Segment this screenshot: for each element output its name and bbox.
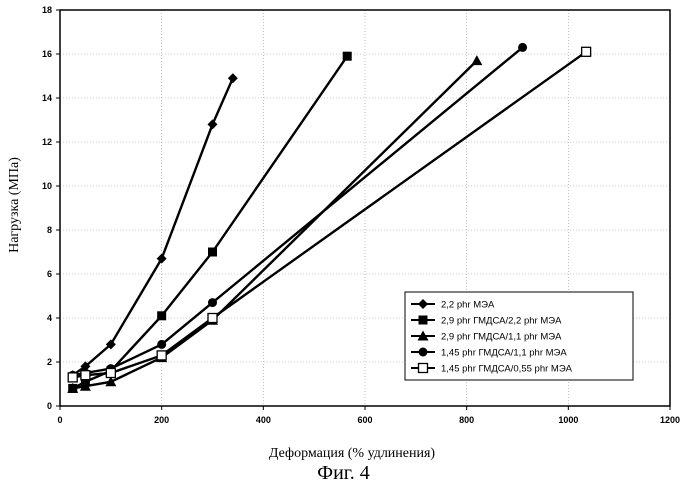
data-point xyxy=(471,55,482,65)
y-tick-label: 18 xyxy=(42,5,52,15)
data-point xyxy=(157,311,166,320)
y-tick-label: 12 xyxy=(42,137,52,147)
data-point xyxy=(68,373,77,382)
legend-marker xyxy=(419,316,428,325)
x-tick-label: 400 xyxy=(256,415,271,425)
legend-label: 2,9 phr ГМДСА/2,2 phr МЭА xyxy=(441,316,562,327)
legend-label: 1,45 phr ГМДСА/1,1 phr МЭА xyxy=(441,348,567,359)
data-point xyxy=(208,298,217,307)
x-tick-label: 800 xyxy=(459,415,474,425)
series-1 xyxy=(68,73,238,380)
y-tick-label: 6 xyxy=(47,269,52,279)
y-tick-label: 8 xyxy=(47,225,52,235)
data-point xyxy=(157,340,166,349)
data-point xyxy=(106,369,115,378)
legend-marker xyxy=(419,364,428,373)
x-tick-label: 200 xyxy=(154,415,169,425)
x-tick-label: 600 xyxy=(357,415,372,425)
data-point xyxy=(157,351,166,360)
x-axis-ticks: 0 200 400 600 800 1000 1200 xyxy=(57,406,680,425)
y-axis-label: Нагрузка (МПа) xyxy=(7,157,22,253)
legend-label: 2,9 phr ГМДСА/1,1 phr МЭА xyxy=(441,332,562,343)
x-tick-label: 1200 xyxy=(660,415,680,425)
data-point xyxy=(208,314,217,323)
y-tick-label: 0 xyxy=(47,401,52,411)
x-axis-label: Деформация (% удлинения) xyxy=(269,446,436,461)
data-point xyxy=(582,47,591,56)
y-tick-label: 16 xyxy=(42,49,52,59)
y-tick-label: 2 xyxy=(47,357,52,367)
data-point xyxy=(81,371,90,380)
legend-marker xyxy=(419,348,428,357)
data-point xyxy=(157,254,167,264)
x-tick-label: 1000 xyxy=(558,415,578,425)
data-point xyxy=(343,52,352,61)
legend: 2,2 phr МЭА 2,9 phr ГМДСА/2,2 phr МЭА 2,9 … xyxy=(405,292,633,380)
y-axis-ticks: 0 2 4 6 8 10 12 14 16 18 xyxy=(42,5,60,411)
data-point xyxy=(208,248,217,257)
y-tick-label: 10 xyxy=(42,181,52,191)
legend-label: 1,45 phr ГМДСА/0,55 phr МЭА xyxy=(441,364,573,375)
y-tick-label: 4 xyxy=(47,313,52,323)
x-tick-label: 0 xyxy=(57,415,62,425)
series-line xyxy=(73,78,233,375)
legend-label: 2,2 phr МЭА xyxy=(441,300,495,311)
y-tick-label: 14 xyxy=(42,93,52,103)
data-point xyxy=(228,73,238,83)
data-point xyxy=(518,43,527,52)
figure-caption: Фиг. 4 xyxy=(0,462,687,485)
data-point xyxy=(208,119,218,129)
